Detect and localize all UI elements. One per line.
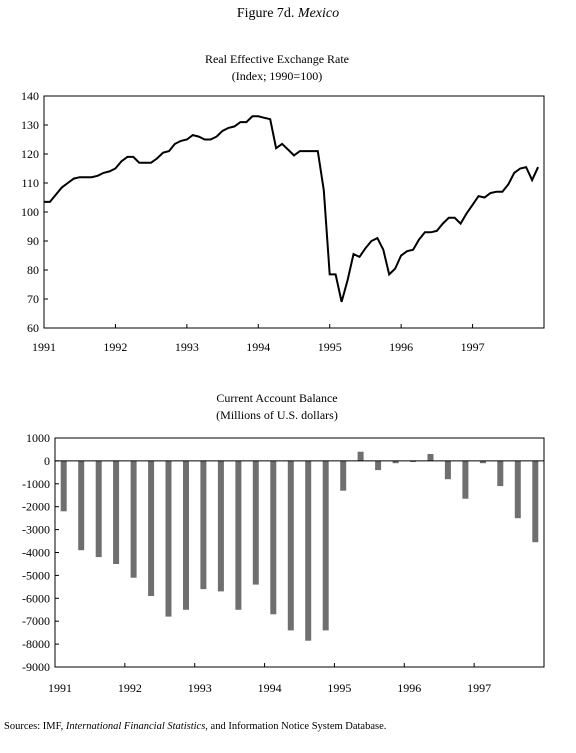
chart1-xtick-label: 1993	[175, 340, 199, 354]
exchange-rate-chart: Real Effective Exchange Rate (Index; 199…	[21, 52, 545, 354]
chart2-title: Current Account Balance	[216, 391, 337, 405]
chart2-ytick-label: -5000	[22, 568, 50, 582]
chart2-ytick-label: -3000	[22, 523, 50, 537]
chart2-xtick-label: 1997	[467, 681, 491, 695]
current-account-bar	[217, 460, 224, 592]
figure-label: Figure 7d.	[236, 6, 295, 21]
current-account-bar	[148, 460, 155, 596]
current-account-bar	[95, 460, 102, 558]
chart2-ytick-label: -2000	[22, 500, 50, 514]
chart2-ytick-label: -7000	[22, 614, 50, 628]
current-account-bar	[305, 460, 312, 641]
chart2-ytick-label: -6000	[22, 591, 50, 605]
chart1-ytick-label: 100	[21, 205, 39, 219]
chart2-ytick-label: -4000	[22, 546, 50, 560]
current-account-bar	[514, 460, 521, 519]
current-account-bar	[410, 460, 416, 462]
current-account-bar	[60, 460, 67, 512]
chart1-ytick-label: 60	[27, 321, 39, 335]
current-account-bar	[270, 460, 277, 615]
source-suffix: , and Information Notice System Database…	[205, 721, 387, 732]
source-prefix: Sources: IMF,	[4, 721, 64, 732]
current-account-bar	[497, 460, 504, 487]
chart2-ytick-label: -8000	[22, 637, 50, 651]
current-account-bar	[444, 460, 451, 480]
current-account-bar	[78, 460, 85, 551]
current-account-bar	[340, 460, 347, 491]
current-account-bar	[165, 460, 172, 617]
chart1-xtick-label: 1992	[103, 340, 127, 354]
chart1-ytick-label: 140	[21, 89, 39, 103]
figure-title: Figure 7d. Mexico	[0, 6, 576, 22]
current-account-bar	[183, 460, 189, 610]
current-account-bar	[200, 460, 207, 590]
chart1-ytick-label: 80	[27, 263, 39, 277]
current-account-bar	[479, 460, 486, 464]
chart2-ytick-label: 1000	[26, 431, 50, 445]
chart2-xtick-label: 1991	[48, 681, 72, 695]
current-account-bar	[392, 460, 399, 464]
chart1-xtick-label: 1991	[32, 340, 56, 354]
chart2-plot-frame	[54, 437, 545, 668]
chart2-xtick-label: 1994	[258, 681, 282, 695]
chart1-ytick-label: 70	[27, 292, 39, 306]
chart1-xtick-label: 1997	[461, 340, 485, 354]
current-account-bar	[462, 460, 469, 499]
current-account-bar	[532, 460, 539, 543]
current-account-bar	[357, 451, 364, 461]
current-account-bar	[130, 460, 137, 578]
chart1-subtitle: (Index; 1990=100)	[232, 69, 322, 83]
exchange-rate-line	[44, 115, 540, 303]
chart1-ytick-label: 90	[27, 234, 39, 248]
chart2-ytick-label: -9000	[22, 660, 50, 674]
chart1-ytick-label: 130	[21, 118, 39, 132]
current-account-bar	[252, 460, 259, 585]
chart1-xtick-label: 1994	[246, 340, 270, 354]
source-publication: International Financial Statistics	[65, 721, 206, 732]
chart1-plot-frame	[43, 95, 545, 329]
chart1-ytick-label: 110	[21, 176, 39, 190]
chart1-title: Real Effective Exchange Rate	[205, 52, 349, 66]
current-account-bar	[375, 460, 382, 471]
chart2-xtick-label: 1995	[327, 681, 351, 695]
chart2-xtick-label: 1993	[188, 681, 212, 695]
chart1-xtick-label: 1996	[389, 340, 413, 354]
current-account-bar	[287, 460, 294, 631]
chart2-subtitle: (Millions of U.S. dollars)	[216, 408, 338, 422]
chart2-xtick-label: 1992	[118, 681, 142, 695]
figure-country: Mexico	[297, 6, 340, 21]
chart1-xtick-label: 1995	[318, 340, 342, 354]
current-account-bar	[322, 460, 329, 631]
current-account-bar	[235, 460, 242, 610]
chart2-ytick-label: 0	[44, 454, 50, 468]
chart2-ytick-label: -1000	[22, 477, 50, 491]
current-account-bar	[427, 454, 434, 461]
source-note: Sources: IMF, International Financial St…	[4, 721, 386, 732]
chart2-xtick-label: 1996	[397, 681, 421, 695]
chart1-ytick-label: 120	[21, 147, 39, 161]
current-account-bar	[113, 460, 120, 564]
